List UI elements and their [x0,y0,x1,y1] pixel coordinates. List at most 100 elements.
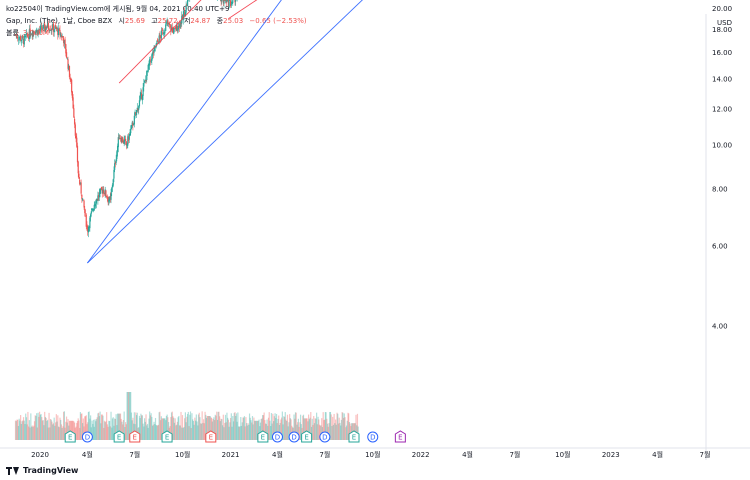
candle-body [109,196,111,200]
volume-bar [339,422,341,440]
dividend-marker[interactable] [288,431,300,443]
candle-body [49,30,51,32]
trendline-red[interactable] [118,0,328,84]
candle-body [110,193,112,200]
candle-body [141,94,143,99]
volume-bar [294,418,296,440]
volume-bar [283,416,285,440]
volume-bar [189,411,192,440]
candle-body [17,37,19,39]
candle-body [115,159,117,163]
volume-bar [69,420,71,440]
volume-bar [125,422,127,440]
volume-bar [49,418,52,440]
candle-body [38,29,40,31]
earnings-marker[interactable] [129,430,141,443]
volume-bar [57,415,59,440]
volume-bar [286,420,288,440]
volume-bar [281,417,283,440]
volume-bar [252,424,254,440]
volume-bar [186,413,189,440]
volume-bar [264,423,267,440]
volume-bar [102,415,104,440]
volume-bar [314,418,316,440]
volume-bar [44,411,46,440]
publisher-line: ko22504이 TradingView.com에 게시됨, 9월 04, 20… [6,5,229,14]
volume-bar [318,424,321,440]
volume-bar [114,418,116,440]
volume-bar [175,425,177,440]
candle-body [21,35,23,41]
earnings-marker[interactable] [64,430,76,443]
volume-bar [28,426,30,440]
volume-bar [356,413,359,440]
volume-bar [294,412,297,440]
earnings-marker[interactable] [257,430,269,443]
volume-bar [289,414,291,440]
volume-bar [222,414,224,440]
volume-bar [186,416,188,440]
candle-body [100,187,103,190]
candle-body [172,28,174,33]
volume-bar [118,413,120,440]
volume-bar [308,419,310,440]
volume-bar [285,419,287,440]
volume-bar [247,423,249,440]
candle-body [176,24,178,31]
volume-bar [204,411,206,440]
volume-bar [313,416,315,440]
volume-bar [213,417,215,440]
volume-bar [70,420,72,440]
dividend-marker[interactable] [367,431,379,443]
candle-body [41,29,44,30]
volume-bar [92,423,94,440]
volume-bar [316,424,318,440]
earnings-marker[interactable] [301,430,313,443]
volume-bar [133,412,135,440]
candle-body [20,36,22,41]
candle-body [28,36,30,39]
volume-bar [33,421,36,440]
candle-body [170,27,173,30]
trendline-blue[interactable] [87,0,353,264]
candle-body [81,194,83,200]
volume-bar [266,419,268,440]
dividend-marker[interactable] [81,431,93,443]
volume-bar [228,426,230,440]
volume-bar [282,424,284,440]
earnings-marker[interactable] [348,430,360,443]
candle-body [98,195,100,198]
volume-bar [323,420,325,440]
trendline-red[interactable] [228,0,365,19]
earnings-marker[interactable] [161,430,173,443]
candle-body [168,23,170,24]
volume-bar [239,426,241,440]
volume-bar [38,411,41,440]
dividend-marker[interactable] [271,431,283,443]
volume-bar [225,422,227,440]
volume-bar [24,424,26,440]
candle-body [112,179,114,186]
candle-body [55,27,57,30]
event-marker-label: E [352,434,356,442]
low-label: 저 [183,17,191,25]
time-tick-label: 2020 [31,451,49,459]
earnings-marker[interactable] [394,430,406,443]
volume-bar [289,418,291,440]
volume-bar [151,425,154,440]
candle-body [127,136,130,142]
dividend-marker[interactable] [319,431,331,443]
trendline-blue[interactable] [87,0,371,264]
volume-bar [22,417,25,440]
candle-body [79,179,81,185]
candle-body [223,0,225,4]
earnings-marker[interactable] [205,430,217,443]
volume-bar [21,421,23,440]
symbol-name[interactable]: Gap, Inc. (The), 1날, Cboe BZX [6,17,113,25]
volume-bar [227,417,229,440]
volume-bar [212,419,214,440]
candle-body [98,192,100,198]
earnings-marker[interactable] [113,430,125,443]
tradingview-logo[interactable]: TradingView [6,466,78,475]
